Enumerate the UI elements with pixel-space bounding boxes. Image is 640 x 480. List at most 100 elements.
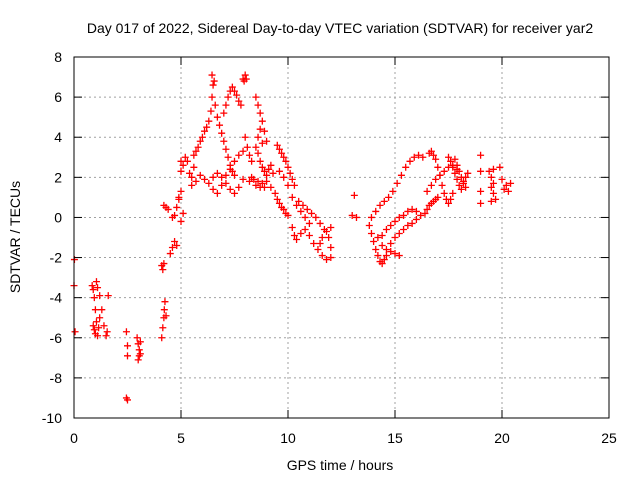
y-tick-label: -10 (42, 410, 62, 426)
data-point (160, 306, 168, 314)
data-point (380, 197, 388, 205)
data-point (389, 187, 397, 195)
data-point (237, 101, 245, 109)
y-tick-labels: -10 -8 -6 -4 -2 0 2 4 6 8 (42, 49, 62, 426)
data-point (449, 163, 457, 171)
data-point (487, 173, 495, 181)
data-point (434, 163, 442, 171)
data-point (325, 234, 333, 241)
data-point (404, 207, 412, 215)
data-point (459, 177, 467, 185)
data-point (201, 175, 209, 183)
data-point (303, 205, 311, 213)
data-point (455, 181, 463, 189)
data-point (387, 221, 395, 229)
data-point (500, 185, 508, 193)
data-point (348, 211, 356, 219)
data-point (451, 155, 459, 163)
data-point (378, 260, 386, 268)
data-point (318, 252, 326, 260)
data-point (327, 244, 335, 252)
axis-ticks (73, 56, 610, 419)
data-point (231, 157, 238, 165)
data-point (393, 179, 401, 187)
data-point (231, 171, 238, 179)
data-point (269, 169, 277, 177)
data-point (445, 153, 452, 161)
data-point (477, 199, 485, 207)
data-point (103, 328, 111, 336)
data-point (166, 250, 174, 258)
data-point (415, 151, 423, 159)
data-point (370, 238, 378, 246)
data-point (228, 83, 236, 91)
data-point (327, 223, 335, 231)
data-point (391, 234, 399, 241)
data-point (419, 153, 427, 161)
data-point (310, 240, 318, 248)
data-point (222, 145, 230, 153)
data-point (205, 179, 213, 187)
data-point (222, 171, 230, 179)
data-point (387, 240, 395, 248)
data-point (372, 246, 380, 254)
data-point (196, 171, 204, 179)
data-point (477, 187, 485, 195)
data-point (406, 157, 414, 165)
data-point (297, 229, 305, 237)
data-point (423, 187, 431, 195)
data-point (445, 199, 452, 207)
data-point (378, 242, 386, 250)
data-point (397, 171, 405, 179)
data-point (288, 193, 296, 201)
data-point (487, 197, 495, 205)
data-point (209, 185, 217, 193)
data-points (70, 71, 515, 404)
data-point (135, 352, 143, 360)
data-point (258, 163, 266, 171)
data-point (164, 205, 172, 213)
data-point (430, 151, 438, 159)
x-tick-label: 0 (70, 430, 78, 446)
data-point (350, 191, 358, 199)
data-point (372, 207, 380, 215)
data-point (280, 173, 288, 181)
data-point (213, 113, 221, 121)
data-point (271, 189, 279, 197)
data-point (400, 225, 408, 233)
data-point (295, 197, 303, 205)
data-point (498, 175, 506, 183)
data-point (293, 201, 301, 209)
data-point (314, 246, 322, 254)
data-point (235, 151, 243, 159)
data-point (171, 211, 179, 219)
data-point (136, 338, 144, 346)
data-point (477, 151, 485, 159)
data-point (423, 205, 431, 213)
data-point (293, 236, 301, 244)
data-point (88, 282, 96, 290)
data-point (301, 213, 309, 221)
data-point (421, 209, 429, 217)
data-point (308, 209, 316, 217)
data-point (374, 252, 382, 260)
data-point (263, 171, 271, 179)
data-point (387, 248, 395, 256)
data-point (457, 185, 465, 193)
data-point (412, 215, 420, 223)
data-point (159, 266, 167, 274)
x-tick-label: 20 (494, 430, 510, 446)
data-point (173, 242, 181, 250)
data-point (380, 256, 388, 264)
data-point (92, 318, 100, 326)
data-point (412, 207, 420, 215)
x-tick-label: 10 (280, 430, 296, 446)
y-tick-label: -2 (50, 250, 63, 266)
data-point (312, 213, 320, 221)
data-point (258, 117, 266, 125)
data-point (260, 183, 268, 191)
data-point (489, 165, 497, 173)
data-point (90, 294, 98, 302)
data-point (222, 101, 230, 109)
data-point (427, 181, 435, 189)
